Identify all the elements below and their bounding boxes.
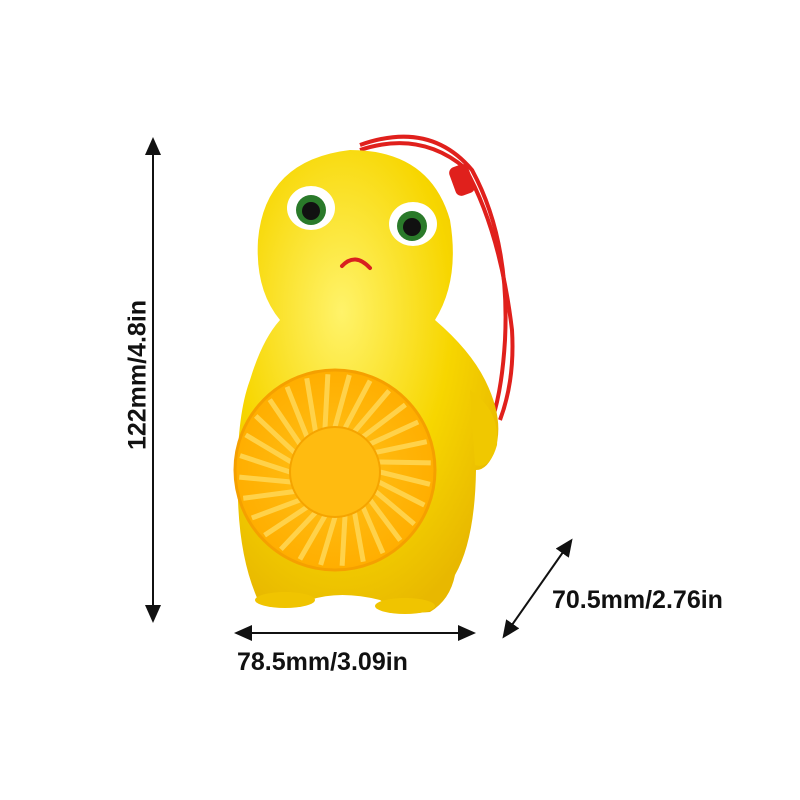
fan-spoke (267, 398, 302, 446)
depth-arrow (502, 538, 573, 639)
strap (359, 134, 515, 421)
fan-spoke (263, 505, 309, 538)
fan-spoke (352, 512, 366, 563)
fan-spoke (368, 498, 403, 542)
fan-spoke (318, 516, 338, 566)
fan-spoke (250, 497, 301, 521)
fan-spoke (284, 385, 310, 438)
fan-spoke (332, 374, 352, 428)
fan-spoke (339, 515, 348, 566)
fan-spoke (375, 439, 428, 455)
fan-spoke (322, 374, 331, 429)
fan-spoke (244, 432, 293, 465)
character-body (233, 150, 499, 614)
fan-icon (233, 368, 437, 572)
height-label: 122mm/4.8in (123, 299, 152, 451)
left-eye-icon (287, 186, 335, 230)
fan-spoke (297, 514, 328, 561)
fan-spoke (342, 379, 373, 430)
fan-spoke (304, 377, 318, 432)
right-eye-icon (389, 202, 437, 246)
fan-spoke (378, 459, 431, 466)
fan-spoke (242, 489, 295, 501)
fan-spoke (361, 402, 407, 439)
fan-spoke (239, 453, 291, 475)
fan-spoke (239, 474, 292, 485)
width-label: 78.5mm/3.09in (237, 648, 408, 676)
fan-spoke (369, 419, 420, 447)
depth-label: 70.5mm/2.76in (552, 586, 723, 614)
fan-spoke (279, 510, 318, 552)
fan-spoke (379, 469, 431, 487)
fan-spoke (352, 389, 392, 434)
fan-spoke (373, 489, 416, 527)
fan-spoke (253, 414, 297, 455)
fan-spoke (360, 506, 386, 555)
fan-spoke (377, 479, 426, 508)
mouth (340, 257, 372, 270)
